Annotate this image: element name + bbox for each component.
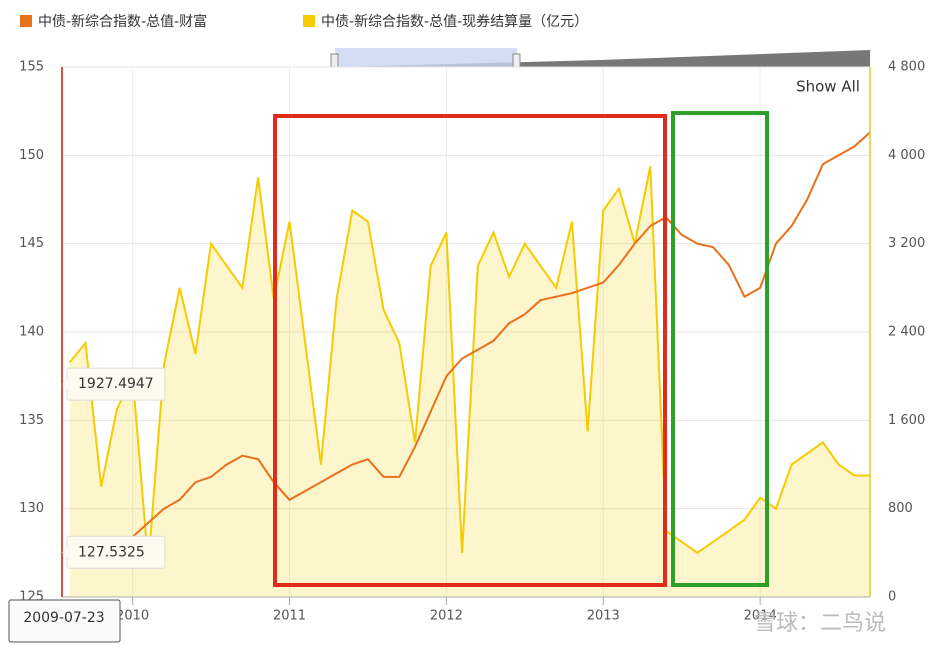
y2-tick-label: 1 600	[888, 413, 925, 428]
highlight-box	[671, 111, 769, 587]
y-tick-label: 135	[19, 413, 44, 428]
series-line	[69, 166, 870, 564]
tooltip-date-box	[8, 599, 121, 643]
y2-tick-label: 0	[888, 590, 896, 605]
y2-tick-label: 4 000	[888, 148, 925, 163]
y-tick-label: 140	[19, 325, 44, 340]
legend-label[interactable]: 中债-新综合指数-总值-财富	[38, 13, 207, 30]
watermark: 雪球：二鸟说	[754, 611, 886, 636]
tooltip-pointer	[62, 378, 68, 391]
legend-swatch	[303, 15, 315, 27]
show-all-button[interactable]: Show All	[796, 78, 860, 96]
y-tick-label: 130	[19, 501, 44, 516]
series-line	[69, 131, 871, 554]
tooltip-value: 127.5325	[78, 544, 145, 560]
tooltip-value: 1927.4947	[78, 376, 154, 392]
x-tick-label: 2011	[273, 609, 306, 624]
legend-label[interactable]: 中债-新综合指数-总值-现券结算量（亿元）	[321, 14, 588, 30]
tooltip-pointer	[62, 546, 68, 559]
highlight-box	[273, 114, 667, 587]
x-tick-label: 2012	[430, 609, 463, 624]
y2-tick-label: 3 200	[888, 236, 925, 251]
y-tick-label: 155	[19, 60, 44, 75]
y2-tick-label: 2 400	[888, 325, 925, 340]
y-tick-label: 145	[19, 236, 44, 251]
y-tick-label: 150	[19, 148, 44, 163]
legend-swatch	[20, 15, 32, 27]
tooltip-date: 2009-07-23	[23, 610, 104, 626]
y2-tick-label: 4 800	[888, 60, 925, 75]
x-tick-label: 2014	[744, 609, 777, 624]
x-tick-label: 2013	[587, 609, 620, 624]
x-tick-label: 2010	[116, 609, 149, 624]
y2-tick-label: 800	[888, 501, 913, 516]
